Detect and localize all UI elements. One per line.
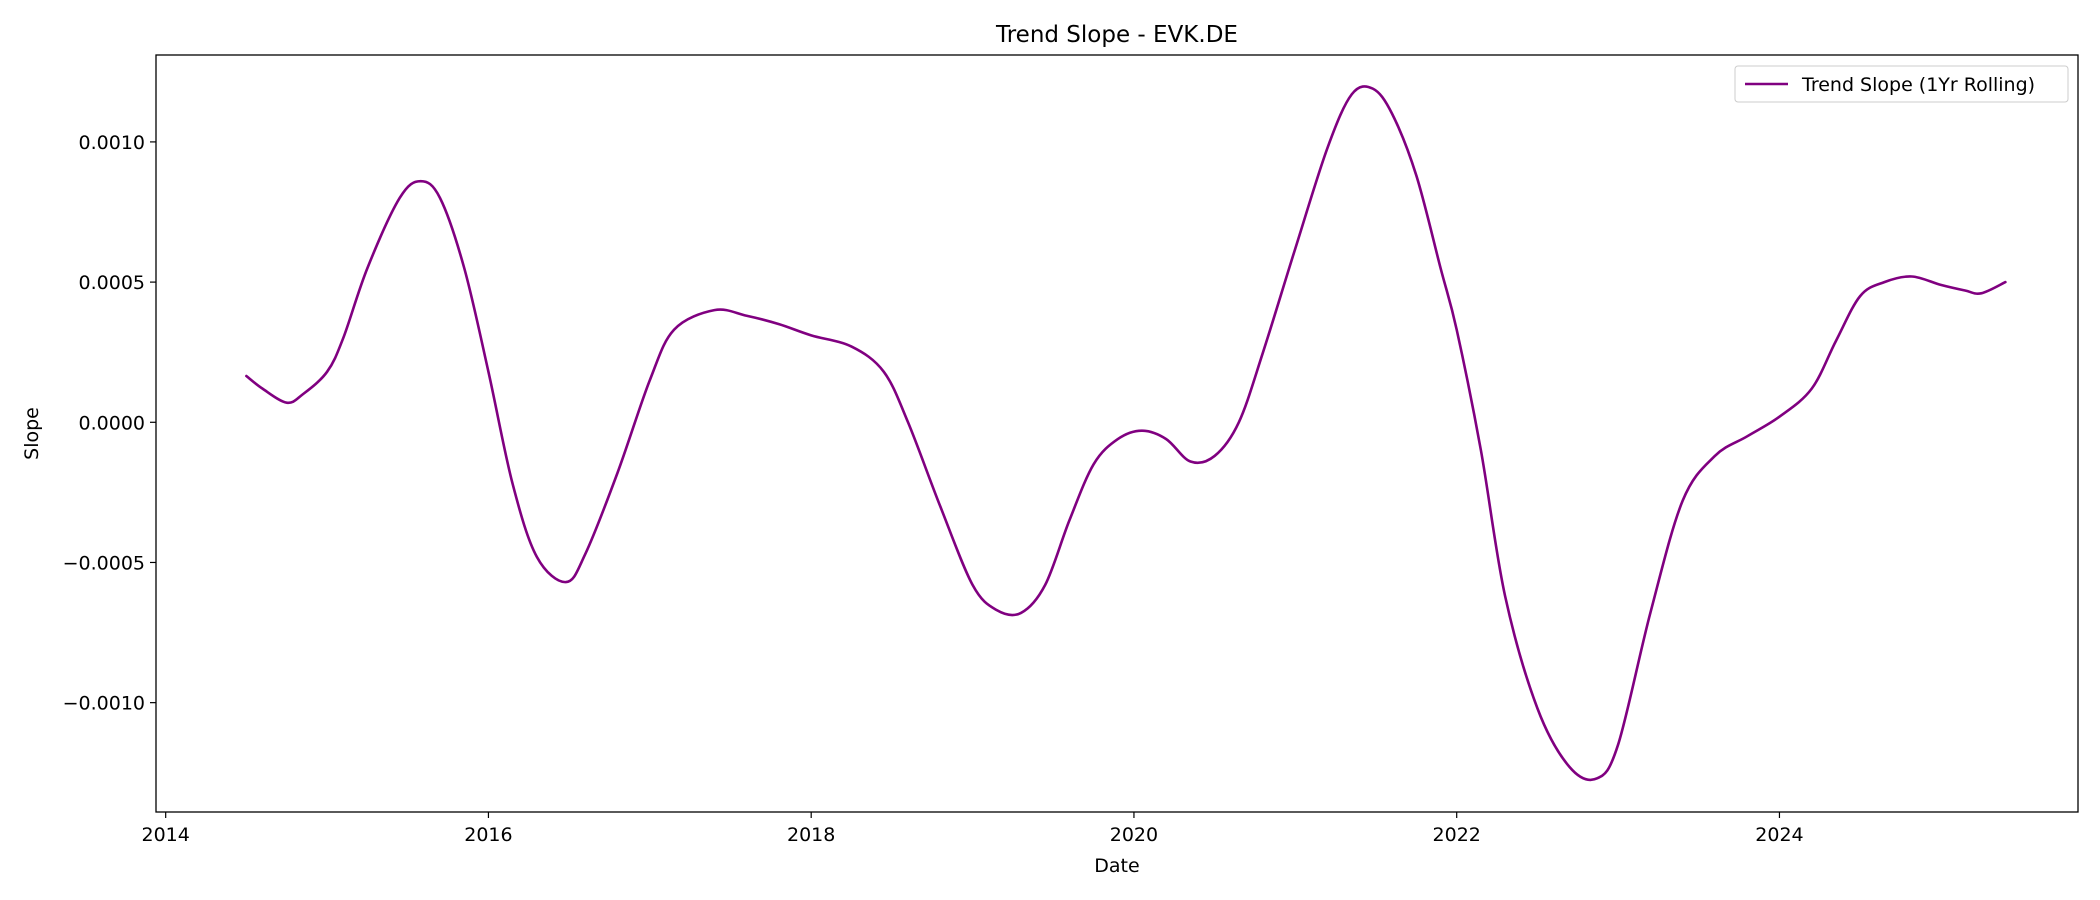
- y-tick-label: 0.0000: [79, 412, 145, 434]
- y-tick-label: −0.0010: [63, 693, 145, 715]
- x-tick-label: 2014: [142, 824, 190, 846]
- plot-area: 2014 2016 2018 2020 2022 2024 −0.0010 −0.0005 0.…: [63, 54, 2079, 846]
- x-tick-label: 2016: [464, 824, 512, 846]
- x-tick-label: 2020: [1110, 824, 1158, 846]
- axes-frame: [155, 54, 2079, 813]
- legend-box: [1734, 65, 2069, 103]
- legend-entry: Trend Slope (1Yr Rolling): [1801, 74, 2035, 96]
- y-tick-label: −0.0005: [63, 552, 145, 574]
- x-tick-label: 2022: [1433, 824, 1481, 846]
- x-tick-label: 2024: [1755, 824, 1803, 846]
- chart-title: Trend Slope - EVK.DE: [995, 22, 1238, 48]
- y-tick-label: 0.0005: [79, 272, 145, 294]
- y-tick-label: 0.0010: [79, 132, 145, 154]
- legend: Trend Slope (1Yr Rolling): [1734, 65, 2069, 103]
- x-axis-label: Date: [1094, 855, 1139, 877]
- series-line-0: [245, 85, 2007, 782]
- x-tick-label: 2018: [787, 824, 835, 846]
- y-axis-label: Slope: [21, 407, 43, 460]
